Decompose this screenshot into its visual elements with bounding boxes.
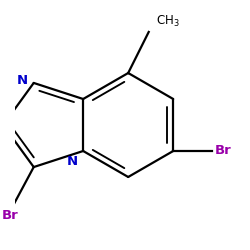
Text: N: N xyxy=(66,155,78,168)
Text: N: N xyxy=(17,74,28,87)
Text: CH$_3$: CH$_3$ xyxy=(156,14,179,29)
Text: Br: Br xyxy=(2,210,19,222)
Text: Br: Br xyxy=(214,144,231,158)
